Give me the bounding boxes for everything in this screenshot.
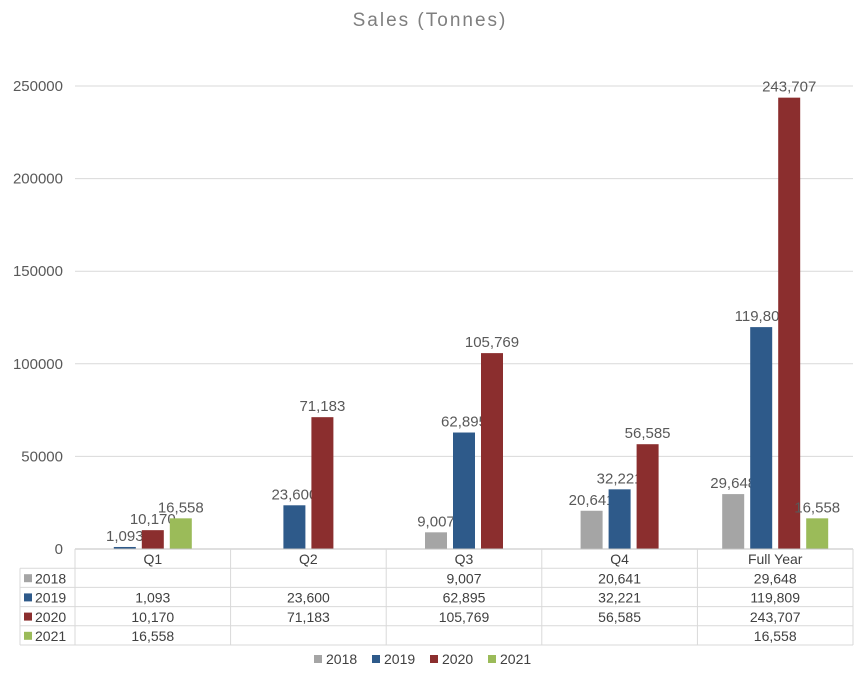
table-legend-key-2021 [24,631,32,640]
data-label: 9,007 [417,513,455,530]
legend-label: 2021 [500,651,531,667]
y-tick-label: 200000 [13,171,63,188]
data-label: 29,648 [710,475,756,492]
table-row-label: 2021 [35,628,66,644]
bar-2020 [481,353,503,549]
table-cell: 105,769 [439,609,490,625]
table-cell: 9,007 [446,570,481,586]
data-label: 105,769 [465,334,519,351]
table-cell: 1,093 [135,590,170,606]
table-cell: 243,707 [750,609,801,625]
table-legend-key-2018 [24,574,32,583]
table-cell: 29,648 [754,570,797,586]
legend-swatch-2020 [430,655,438,663]
table-cell: 71,183 [287,609,330,625]
table-row-label: 2020 [35,609,66,625]
legend-label: 2020 [442,651,473,667]
bar-2020 [636,444,659,549]
table-cell: 20,641 [598,570,641,586]
legend-swatch-2019 [372,655,380,663]
bar-2020 [311,417,334,549]
y-tick-label: 150000 [13,263,63,280]
bar-2018 [580,510,603,549]
table-cell: 56,585 [598,609,641,625]
bar-2020 [778,97,801,549]
bar-2018 [425,532,447,549]
y-tick-label: 50000 [21,448,63,465]
bar-2021 [169,518,192,549]
x-category-label: Q4 [610,551,629,567]
table-legend-key-2019 [24,593,32,602]
data-label: 10,170 [130,511,176,528]
bar-2019 [113,546,136,549]
data-label: 71,183 [299,398,345,415]
bar-2020 [141,530,164,549]
legend-swatch-2018 [314,655,322,663]
table-cell: 23,600 [287,590,330,606]
table-cell: 10,170 [131,609,174,625]
legend-label: 2019 [384,651,415,667]
x-category-label: Full Year [748,551,803,567]
bar-2019 [750,327,773,549]
bar-2019 [608,489,631,549]
bar-2019 [453,432,475,549]
bar-2021 [806,518,829,549]
table-row-label: 2019 [35,590,66,606]
legend-label: 2018 [326,651,357,667]
table-legend-key-2020 [24,612,32,621]
bar-2018 [722,494,745,549]
y-tick-label: 250000 [13,78,63,95]
data-label: 20,641 [569,492,615,509]
bar-2019 [283,505,306,549]
table-row-label: 2018 [35,570,66,586]
data-label: 32,221 [597,470,643,487]
data-label: 1,093 [106,528,144,545]
table-cell: 119,809 [750,590,800,606]
table-cell: 16,558 [131,628,174,644]
data-label: 16,558 [794,499,840,516]
x-category-label: Q1 [143,551,162,567]
x-category-label: Q2 [299,551,318,567]
data-label: 119,809 [735,308,788,325]
data-label: 23,600 [271,486,317,503]
data-label: 62,895 [441,414,487,431]
table-cell: 16,558 [754,628,797,644]
x-category-label: Q3 [455,551,474,567]
legend-swatch-2021 [488,655,496,663]
y-tick-label: 0 [55,541,63,558]
data-label: 56,585 [625,425,671,442]
chart-title: Sales (Tonnes) [352,10,508,31]
data-label: 16,558 [158,499,204,516]
table-cell: 32,221 [598,590,641,606]
table-cell: 62,895 [443,590,486,606]
data-label: 243,707 [762,79,816,96]
y-tick-label: 100000 [13,356,63,373]
